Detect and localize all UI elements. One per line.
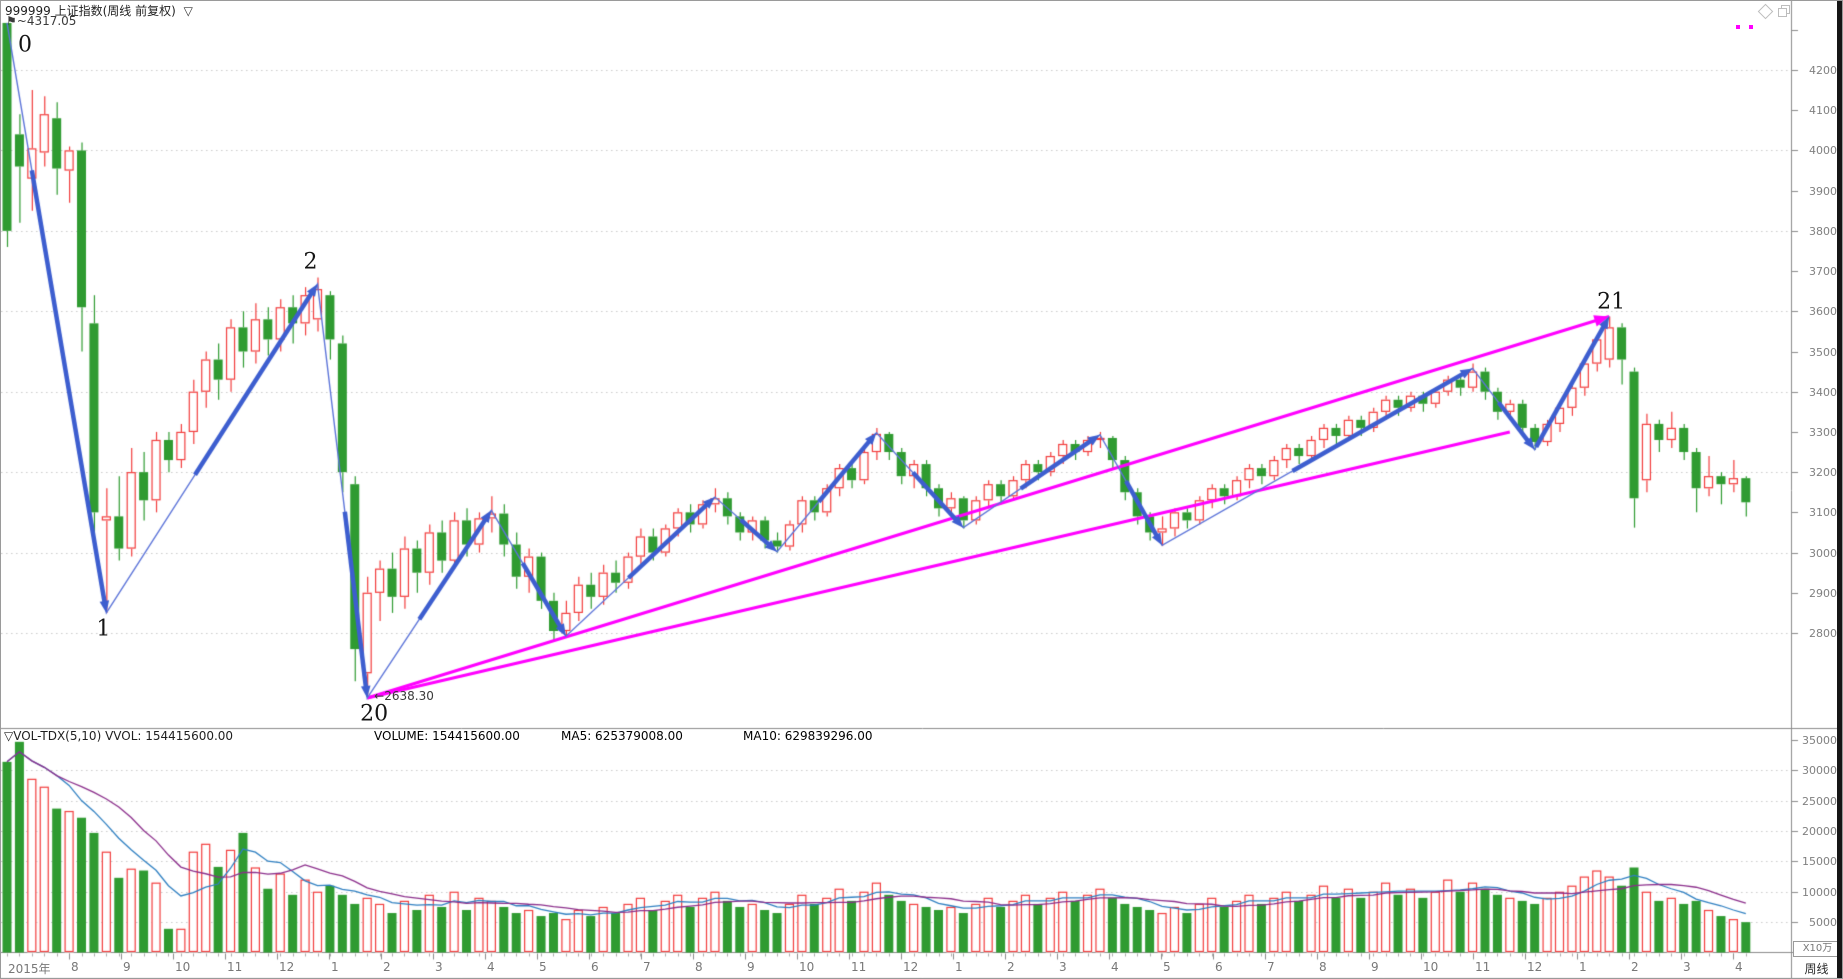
volume-axis-label: 10000 [1802,885,1837,899]
wave-label-1[interactable]: 1 [96,616,111,642]
volume-axis-label: 5000 [1809,916,1837,930]
time-axis-month-label: 9 [747,960,755,974]
chevron-down-icon[interactable]: ▽ [183,4,193,18]
price-axis-label: 3600 [1809,305,1837,319]
window-right-edge [1837,1,1842,978]
wave-label-21[interactable]: 21 [1597,289,1626,314]
time-axis-month-label: 8 [71,960,79,974]
price-axis-label: 3800 [1809,224,1837,238]
time-axis-month-label: 12 [1527,960,1543,974]
time-axis-month-label: 9 [1371,960,1379,974]
price-axis-label: 2900 [1809,586,1837,600]
time-axis-month-label: 3 [1683,960,1691,974]
time-axis-month-label: 4 [1735,960,1743,974]
high-price-marker: ⚑~4317.05 [6,14,77,28]
drawing-handle-dot[interactable] [1736,25,1740,29]
time-axis-month-label: 8 [1319,960,1327,974]
time-axis-month-label: 4 [487,960,495,974]
time-axis-month-label: 1 [955,960,963,974]
copy-icon-front-square [1778,8,1787,17]
price-axis-label: 3300 [1809,425,1837,439]
time-axis-month-label: 6 [1215,960,1223,974]
price-axis-label: 2800 [1809,627,1837,640]
time-axis-month-label: 10 [175,960,191,974]
price-axis-label: 4200 [1809,64,1837,77]
time-axis-month-label: 5 [539,960,547,974]
time-axis-month-label: 11 [1475,960,1491,974]
time-axis-month-label: 4 [1111,960,1119,974]
volume-unit-label: X10万 [1793,941,1842,957]
price-axis-label: 4000 [1809,144,1837,158]
price-axis-label: 3200 [1809,466,1837,480]
time-axis-month-label: 12 [903,960,919,974]
price-axis-label: 4100 [1809,104,1837,118]
time-axis-month-label: 1 [331,960,339,974]
wave-label-2[interactable]: 2 [303,249,318,275]
time-axis-month-label: 2 [1631,960,1639,974]
time-axis-month-label: 11 [851,960,867,974]
time-axis-month-label: 7 [643,960,651,974]
wave-label-20[interactable]: 20 [360,701,389,727]
volume-axis-label: 20000 [1802,825,1837,839]
wave-label-0[interactable]: 0 [18,32,32,58]
drawing-handle-dot[interactable] [1749,25,1753,29]
volume-axis-label: 25000 [1802,794,1837,808]
price-axis-label: 3000 [1809,546,1837,560]
low-price-marker: ←2638.30 [374,689,434,704]
volume-ma10-label: MA10: 629839296.00 [743,729,873,743]
price-axis-label: 3500 [1809,345,1837,359]
price-axis-label: 3400 [1809,385,1837,399]
time-axis-month-label: 10 [799,960,815,974]
time-axis-month-label: 9 [123,960,131,974]
volume-axis-label: 35000 [1802,734,1837,747]
chart-header: 999999 上证指数(周线 前复权) ▽ [5,2,193,19]
time-axis-month-label: 3 [435,960,443,974]
time-axis-month-label: 2 [383,960,391,974]
time-axis-month-label: 12 [279,960,295,974]
price-axis-label: 3900 [1809,184,1837,198]
symbol-title[interactable]: 999999 上证指数(周线 前复权) [5,4,176,18]
volume-axis-label: 30000 [1802,764,1837,778]
time-axis-month-label: 5 [1163,960,1171,974]
time-axis-month-label: 8 [695,960,703,974]
volume-ma5-label: MA5: 625379008.00 [561,729,683,743]
copy-window-icon[interactable] [1778,5,1790,17]
volume-value-label: VOLUME: 154415600.00 [374,729,520,743]
time-axis-month-label: 2 [1007,960,1015,974]
time-axis-month-label: 7 [1267,960,1275,974]
period-label[interactable]: 周线 [1804,962,1829,976]
price-axis-label: 3100 [1809,506,1837,520]
price-axis-label: 3700 [1809,265,1837,279]
time-axis-month-label: 11 [227,960,243,974]
time-axis-month-label: 1 [1579,960,1587,974]
volume-indicator-title[interactable]: ▽VOL-TDX(5,10) VVOL: 154415600.00 [4,729,234,743]
time-axis-month-label: 3 [1059,960,1067,974]
year-label: 2015年 [8,962,51,976]
time-axis-month-label: 10 [1423,960,1439,974]
time-axis-month-label: 6 [591,960,599,974]
volume-axis-label: 15000 [1802,855,1837,869]
